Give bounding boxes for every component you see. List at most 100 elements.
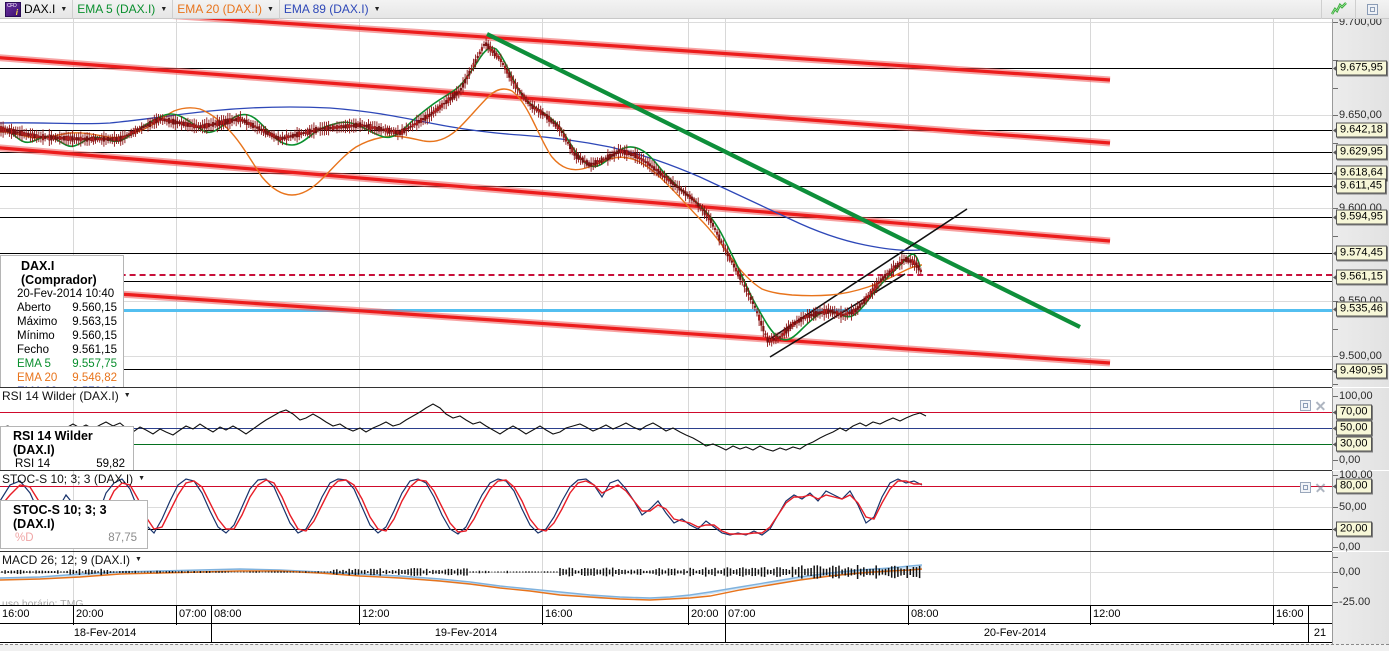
price-tag-9642[interactable]: 9.642,18 bbox=[1333, 122, 1387, 138]
toolbar-divider bbox=[72, 0, 74, 19]
stoch-tag-20[interactable]: 20,00 bbox=[1333, 521, 1372, 537]
restore-window-button[interactable] bbox=[1355, 0, 1389, 19]
rsi-panel-header[interactable]: RSI 14 Wilder (DAX.I) ▼ bbox=[0, 388, 131, 403]
price-tag-9675[interactable]: 9.675,95 bbox=[1333, 60, 1387, 76]
time-axis-cell-divider bbox=[1308, 606, 1309, 625]
grid-line-vertical bbox=[1273, 388, 1274, 470]
resistance-line-9675[interactable] bbox=[0, 68, 1332, 69]
time-label-0700b: 07:00 bbox=[728, 608, 756, 620]
candlestick-series[interactable] bbox=[0, 38, 922, 347]
rsi-tag-30[interactable]: 30,00 bbox=[1333, 436, 1372, 452]
indicator-label-ema5: EMA 5 (DAX.I) bbox=[77, 2, 156, 16]
axis-tick bbox=[1333, 547, 1338, 548]
stoch-tag-80[interactable]: 80,00 bbox=[1333, 478, 1372, 494]
price-panel[interactable]: DAX.I (Comprador) 20-Fev-2014 10:40 Aber… bbox=[0, 19, 1332, 387]
macd-header-label: MACD 26; 12; 9 (DAX.I) bbox=[2, 552, 131, 567]
time-label-2000b: 20:00 bbox=[691, 608, 719, 620]
support-line-9490[interactable] bbox=[0, 369, 1332, 370]
rising-wedge[interactable] bbox=[769, 208, 968, 358]
time-axis[interactable]: 16:00 20:00 07:00 08:00 12:00 16:00 20:0… bbox=[0, 605, 1389, 651]
time-axis-cell-divider bbox=[211, 606, 212, 625]
stochastic-panel-header[interactable]: STOC-S 10; 3; 3 (DAX.I) ▼ bbox=[0, 471, 145, 486]
price-axis[interactable]: 9.700,00 9.650,00 9.600,00 9.550,00 9.50… bbox=[1332, 16, 1389, 387]
chevron-down-icon[interactable]: ▼ bbox=[123, 392, 131, 399]
rsi-panel[interactable]: RSI 14 Wilder (DAX.I) ▼ RSI 14 Wilder (D… bbox=[0, 388, 1332, 470]
instrument-selector[interactable]: DAX.I ▼ bbox=[0, 0, 72, 19]
grid-line-vertical bbox=[542, 552, 543, 605]
support-line-9574[interactable] bbox=[0, 253, 1332, 254]
close-icon[interactable] bbox=[1315, 400, 1326, 411]
date-label-20fev: 20-Fev-2014 bbox=[983, 627, 1047, 639]
price-tag-9574[interactable]: 9.574,45 bbox=[1333, 245, 1387, 261]
legend-value: 9.557,75 bbox=[72, 358, 117, 370]
stochastic-panel[interactable]: STOC-S 10; 3; 3 (DAX.I) ▼ STOC-S 10; 3; … bbox=[0, 471, 1332, 551]
grid-line-vertical bbox=[725, 388, 726, 470]
indicator-selector-ema89[interactable]: EMA 89 (DAX.I) ▼ bbox=[280, 0, 386, 19]
price-tag-9490[interactable]: 9.490,95 bbox=[1333, 363, 1387, 379]
indicator-label-ema89: EMA 89 (DAX.I) bbox=[283, 2, 369, 16]
restore-window-icon[interactable] bbox=[1300, 482, 1311, 493]
legend-key: EMA 89 bbox=[7, 385, 69, 387]
grid-line-horizontal bbox=[0, 115, 1332, 116]
macd-panel[interactable]: MACD 26; 12; 9 (DAX.I) ▼ bbox=[0, 552, 1332, 605]
chevron-down-icon[interactable]: ▼ bbox=[160, 5, 168, 13]
chevron-down-icon[interactable]: ▼ bbox=[138, 475, 146, 482]
restore-window-icon[interactable] bbox=[1300, 400, 1311, 411]
time-axis-cell-divider bbox=[176, 606, 177, 625]
chevron-down-icon[interactable]: ▼ bbox=[373, 5, 381, 13]
grid-line-vertical bbox=[908, 19, 909, 387]
rsi-tag-50[interactable]: 50,00 bbox=[1333, 420, 1372, 436]
chevron-down-icon[interactable]: ▼ bbox=[266, 5, 274, 13]
price-tag-9618[interactable]: 9.618,64 bbox=[1333, 165, 1387, 181]
price-legend-box[interactable]: DAX.I (Comprador) 20-Fev-2014 10:40 Aber… bbox=[0, 255, 124, 387]
support-line-9594[interactable] bbox=[0, 217, 1332, 218]
price-tag-9535[interactable]: 9.535,46 bbox=[1333, 301, 1387, 317]
macd-axis[interactable]: 0,00 -25,00 bbox=[1332, 552, 1389, 608]
chevron-down-icon[interactable]: ▼ bbox=[135, 556, 142, 563]
resistance-line-9618[interactable] bbox=[0, 173, 1332, 174]
cyan-level-line-9535[interactable] bbox=[0, 309, 1332, 312]
axis-tick bbox=[1333, 301, 1338, 302]
price-plot-svg bbox=[0, 19, 1111, 367]
resistance-line-9611[interactable] bbox=[0, 186, 1332, 187]
resistance-line-9629[interactable] bbox=[0, 152, 1332, 153]
axis-tick-label: 0,00 bbox=[1339, 541, 1361, 553]
price-tag-last-9561[interactable]: 9.561,15 bbox=[1333, 269, 1387, 285]
legend-key: Máximo bbox=[17, 316, 58, 328]
stochastic-axis[interactable]: 100,00 50,00 0,00 80,00 20,00 bbox=[1332, 469, 1389, 553]
ema20-line bbox=[0, 88, 923, 297]
resistance-line-9642[interactable] bbox=[0, 130, 1332, 131]
legend-value: 9.560,15 bbox=[72, 330, 117, 342]
rsi-legend-box[interactable]: RSI 14 Wilder (DAX.I) RSI 14 Wilder 59,8… bbox=[0, 426, 134, 470]
grid-line-vertical bbox=[176, 552, 177, 605]
axis-tick bbox=[1333, 507, 1338, 508]
price-tag-9611[interactable]: 9.611,45 bbox=[1332, 178, 1387, 194]
grid-line-vertical bbox=[1273, 471, 1274, 551]
grid-line-horizontal bbox=[0, 208, 1332, 209]
sparkline-button[interactable] bbox=[1321, 0, 1355, 19]
indicator-selector-ema5[interactable]: EMA 5 (DAX.I) ▼ bbox=[73, 0, 172, 19]
axis-tick-label: 100,00 bbox=[1339, 390, 1373, 402]
grid-line-vertical bbox=[688, 388, 689, 470]
price-tag-9594[interactable]: 9.594,95 bbox=[1333, 209, 1387, 225]
price-tag-9629[interactable]: 9.629,95 bbox=[1333, 144, 1387, 160]
date-label-21: 21 bbox=[1313, 627, 1327, 639]
toolbar-right-group bbox=[1321, 0, 1389, 19]
close-icon[interactable] bbox=[1315, 482, 1326, 493]
time-axis-cell-divider bbox=[542, 606, 543, 625]
rsi-plot-svg bbox=[0, 403, 927, 452]
axis-tick bbox=[1333, 143, 1338, 144]
chevron-down-icon[interactable]: ▼ bbox=[60, 5, 68, 13]
stochastic-legend-box[interactable]: STOC-S 10; 3; 3 (DAX.I) %D 87,75 bbox=[0, 500, 148, 549]
cfd-icon bbox=[5, 1, 21, 17]
axis-tick-label: 0,00 bbox=[1339, 454, 1361, 466]
rsi-axis[interactable]: 100,00 0,00 70,00 50,00 30,00 bbox=[1332, 388, 1389, 470]
rsi-tag-70[interactable]: 70,00 bbox=[1333, 404, 1372, 420]
macd-panel-header[interactable]: MACD 26; 12; 9 (DAX.I) ▼ bbox=[0, 552, 142, 567]
support-line-9561[interactable] bbox=[0, 281, 1332, 282]
grid-line-vertical bbox=[1090, 19, 1091, 387]
window-footer bbox=[0, 644, 1389, 651]
indicator-selector-ema20[interactable]: EMA 20 (DAX.I) ▼ bbox=[173, 0, 279, 19]
green-trendline[interactable] bbox=[486, 32, 1081, 329]
legend-value: 9.546,82 bbox=[72, 372, 117, 384]
